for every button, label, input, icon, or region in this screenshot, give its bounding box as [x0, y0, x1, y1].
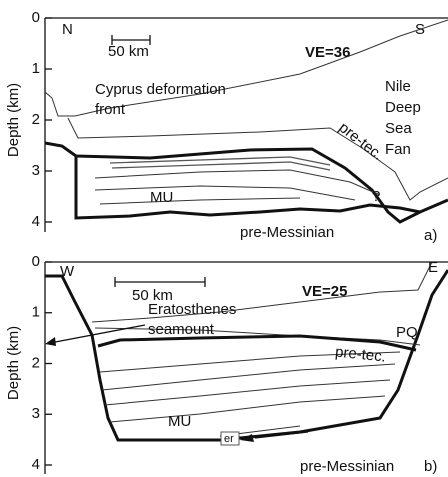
y-tick-label: 4 [32, 213, 40, 230]
y-tick-label: 0 [32, 9, 40, 26]
annotation: Sea [385, 120, 412, 137]
reflector [95, 186, 355, 200]
annotation: Nile [385, 78, 411, 95]
y-tick-label: 2 [32, 111, 40, 128]
vertical-exaggeration: VE=36 [305, 44, 350, 61]
y-axis-label: Depth (km) [5, 326, 22, 400]
reflector [112, 162, 330, 170]
direction-right: E [428, 259, 438, 276]
annotation: pre-tec. [334, 343, 386, 365]
y-tick-label: 2 [32, 354, 40, 371]
panel-a: 0 1 2 3 4 Depth (km) N S 50 km VE=36 Cyprus … [5, 9, 448, 244]
annotation: MU [150, 189, 173, 206]
direction-left: N [62, 21, 73, 38]
y-tick-label: 4 [32, 456, 40, 473]
reflector [110, 396, 385, 422]
vertical-exaggeration: VE=25 [302, 283, 347, 300]
scale-label: 50 km [108, 43, 149, 60]
y-tick-label: 1 [32, 304, 40, 321]
arrow-head [45, 337, 56, 346]
seamount-and-base [45, 270, 448, 440]
reflector [100, 198, 300, 204]
reflector [95, 170, 380, 195]
annotation: er [224, 433, 234, 445]
annotation: pre-Messinian [300, 458, 394, 475]
annotation: seamount [148, 321, 215, 338]
annotation: Cyprus deformation [95, 81, 226, 98]
annotation: PQ [396, 324, 418, 341]
panel-label: a) [424, 227, 437, 244]
y-tick-label: 3 [32, 405, 40, 422]
annotation: pre-Messinian [240, 224, 334, 241]
y-tick-label: 1 [32, 60, 40, 77]
panel-label: b) [424, 458, 437, 475]
y-tick-label: 0 [32, 253, 40, 270]
annotation: ? [372, 188, 380, 205]
annotation: Fan [385, 141, 411, 158]
y-tick-label: 3 [32, 162, 40, 179]
direction-left: W [60, 263, 75, 280]
annotation: Deep [385, 99, 421, 116]
annotation: MU [168, 413, 191, 430]
y-axis-label: Depth (km) [5, 83, 22, 157]
figure: 0 1 2 3 4 Depth (km) N S 50 km VE=36 Cyprus … [0, 0, 448, 477]
reflector [105, 380, 390, 405]
annotation: pre-tec. [336, 119, 387, 164]
annotation: front [95, 101, 126, 118]
annotation: Eratosthenes [148, 301, 236, 318]
direction-right: S [415, 21, 425, 38]
